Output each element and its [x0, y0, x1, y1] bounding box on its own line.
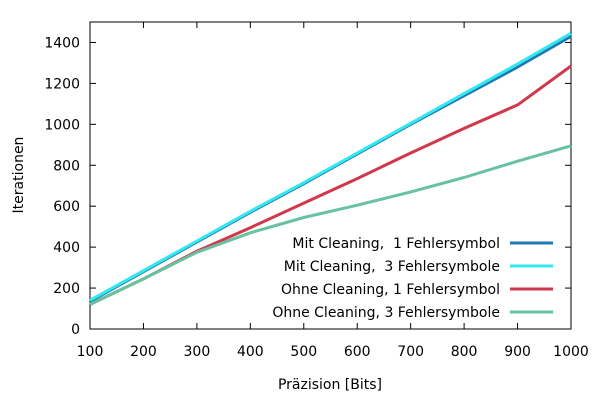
series-group: [89, 31, 572, 306]
y-tick-label: 1200: [44, 76, 80, 92]
legend-label-3: Ohne Cleaning, 1 Fehlersymbol: [281, 282, 500, 298]
legend-label-2: Mit Cleaning, 3 Fehlersymbole: [284, 259, 500, 275]
x-tick-label: 700: [397, 344, 424, 360]
x-axis-title: Präzision [Bits]: [278, 377, 382, 393]
y-axis-title: Iterationen: [11, 137, 27, 214]
legend: Mit Cleaning, 1 Fehlersymbol Mit Cleaning…: [272, 236, 553, 321]
y-tick-label: 1000: [44, 117, 80, 133]
x-tick-label: 600: [344, 344, 371, 360]
series-line-4: [89, 144, 572, 306]
legend-label-4: Ohne Cleaning, 3 Fehlersymbole: [272, 305, 500, 321]
y-tick-label: 800: [53, 158, 80, 174]
y-tick-label: 1400: [44, 35, 80, 51]
x-tick-label: 900: [504, 344, 531, 360]
x-tick-label: 300: [184, 344, 211, 360]
y-tick-label: 0: [71, 322, 80, 338]
x-tick-label: 1000: [553, 344, 589, 360]
series-line-2: [89, 31, 572, 302]
x-tick-label: 400: [237, 344, 264, 360]
x-tick-label: 800: [451, 344, 478, 360]
y-tick-label: 600: [53, 199, 80, 215]
y-tick-label: 400: [53, 240, 80, 256]
axis-ticks: 100 200 300 400 500 600 700 800 900 1000 0 200 400 60…: [44, 22, 589, 360]
plot-frame: [89, 21, 572, 330]
x-tick-label: 200: [130, 344, 157, 360]
legend-label-1: Mit Cleaning, 1 Fehlersymbol: [292, 236, 500, 252]
x-tick-label: 500: [290, 344, 317, 360]
y-tick-label: 200: [53, 281, 80, 297]
x-tick-label: 100: [77, 344, 104, 360]
